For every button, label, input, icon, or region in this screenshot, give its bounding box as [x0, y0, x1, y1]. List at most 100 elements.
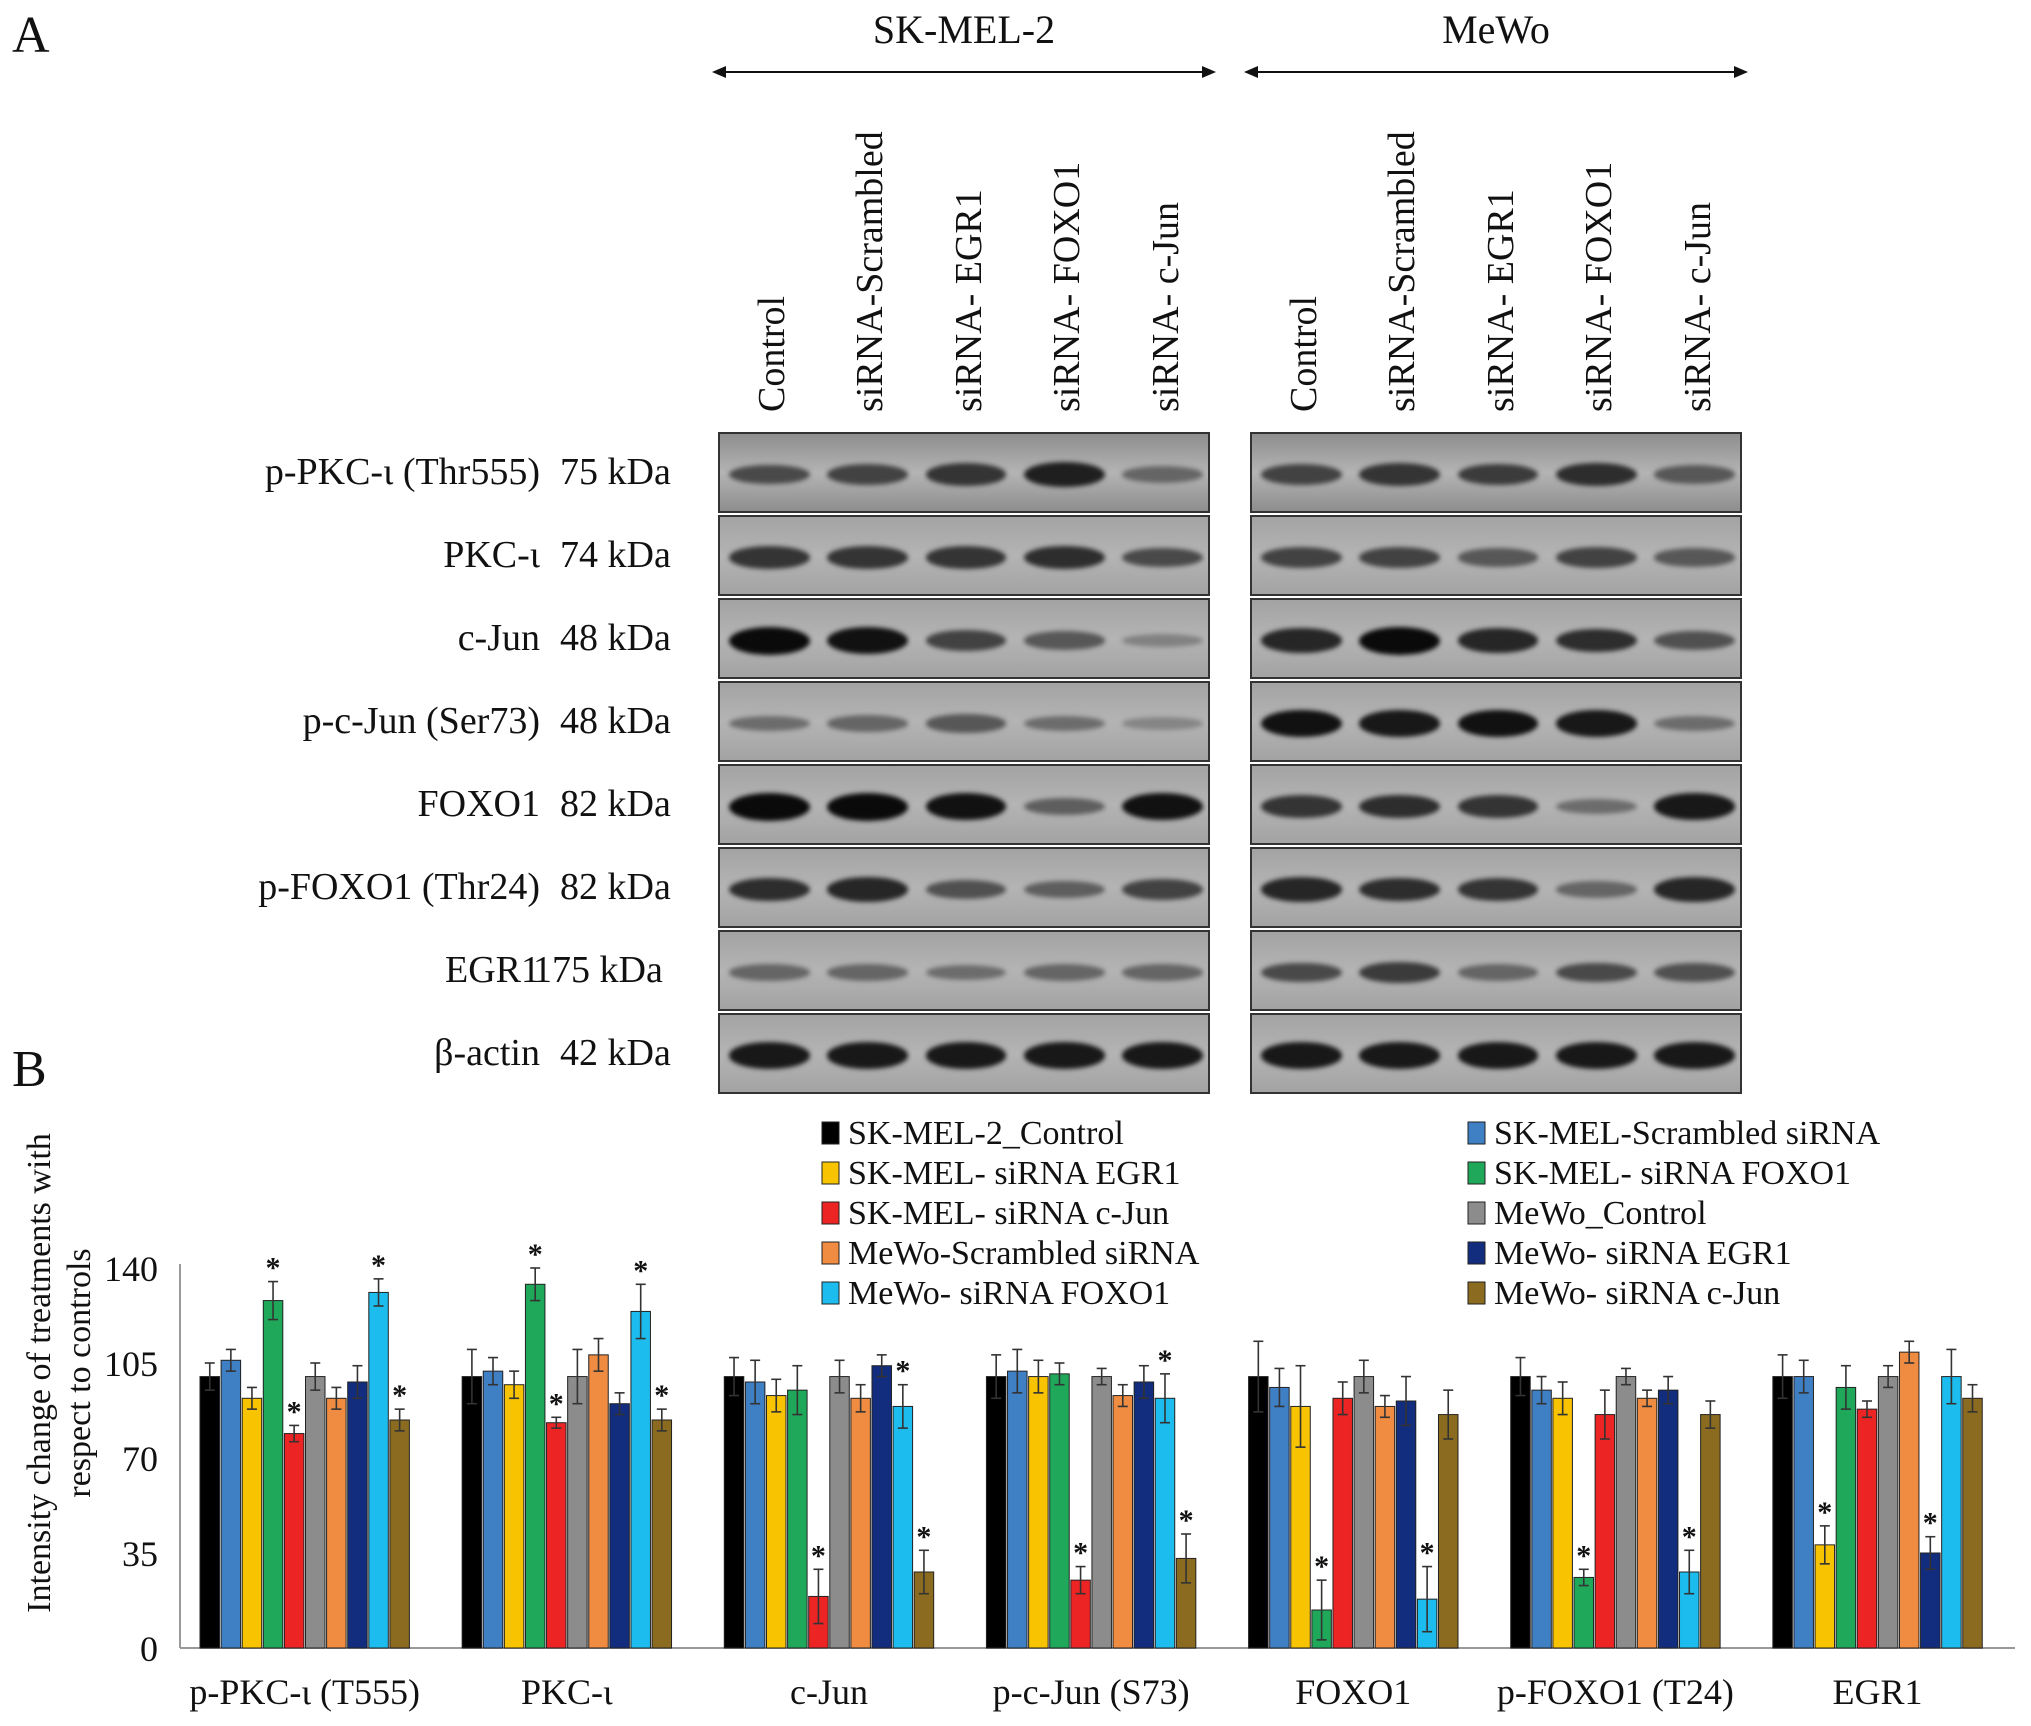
blot-band — [827, 546, 908, 569]
blot-band — [1024, 880, 1105, 899]
bar — [630, 1310, 651, 1649]
bar — [347, 1381, 368, 1649]
bar — [1112, 1395, 1134, 1649]
x-category-label: p-c-Jun (S73) — [993, 1672, 1190, 1712]
bar — [1437, 1414, 1459, 1649]
blot-kda: 48 kDa — [560, 700, 671, 742]
blot-kda: 74 kDa — [560, 534, 671, 576]
bar — [461, 1376, 483, 1649]
blot-band — [827, 1042, 908, 1069]
legend-entry: MeWo- siRNA EGR1 — [1494, 1235, 1792, 1272]
blot-band — [1260, 795, 1342, 818]
bar — [283, 1433, 305, 1649]
bar — [787, 1389, 808, 1649]
legend-entry: MeWo- siRNA c-Jun — [1494, 1275, 1780, 1312]
bar — [1636, 1397, 1658, 1649]
significance-marker: * — [916, 1520, 931, 1553]
blot-band — [1457, 795, 1539, 818]
legend-entry: SK-MEL- siRNA FOXO1 — [1494, 1155, 1851, 1192]
blot-band — [827, 464, 908, 485]
legend-entry: MeWo-Scrambled siRNA — [848, 1235, 1200, 1272]
blot-band — [1556, 628, 1637, 653]
bar — [1353, 1376, 1375, 1649]
blot-band — [1260, 547, 1342, 568]
blot-band — [1556, 710, 1637, 737]
blot-band — [1654, 877, 1736, 902]
bar — [1248, 1376, 1269, 1649]
y-tick-label: 70 — [122, 1439, 158, 1479]
y-tick-label: 105 — [104, 1344, 158, 1384]
bar — [305, 1376, 326, 1649]
y-tick-label: 35 — [122, 1534, 158, 1574]
blot-strip — [718, 1013, 1210, 1094]
bar — [850, 1397, 871, 1649]
blot-band — [728, 792, 810, 821]
significance-marker: * — [1682, 1520, 1697, 1553]
significance-marker: * — [654, 1379, 669, 1412]
significance-marker: * — [392, 1379, 407, 1412]
group-label-0: SK-MEL-2 — [872, 7, 1056, 52]
blot-band — [925, 630, 1007, 651]
blot-band — [827, 715, 908, 732]
legend-entry: SK-MEL- siRNA EGR1 — [848, 1155, 1180, 1192]
blot-band — [1457, 463, 1539, 486]
blot-strip — [1250, 930, 1742, 1011]
legend-swatch — [821, 1281, 840, 1305]
blot-band — [1556, 1042, 1637, 1069]
blot-strip — [718, 598, 1210, 679]
blot-band — [1457, 878, 1539, 901]
bar — [765, 1395, 787, 1649]
group-label-1: MeWo — [1442, 7, 1550, 52]
bar — [1028, 1376, 1049, 1649]
bar — [1793, 1376, 1814, 1649]
legend-entry: SK-MEL-2_Control — [848, 1115, 1124, 1152]
blot-band — [1359, 463, 1440, 486]
blot-band — [728, 626, 810, 655]
legend-entry: SK-MEL- siRNA c-Jun — [848, 1195, 1169, 1232]
bar — [1510, 1376, 1531, 1649]
bar — [524, 1283, 546, 1649]
x-category-label: c-Jun — [790, 1672, 868, 1712]
blot-kda: 82 kDa — [560, 783, 671, 825]
blot-band — [1024, 545, 1105, 570]
bar — [1531, 1389, 1552, 1649]
panel-a-label: A — [12, 7, 50, 64]
blot-protein-name: EGR1 — [445, 949, 540, 991]
blot-band — [1654, 963, 1736, 982]
blot-strip — [1250, 1013, 1742, 1094]
bar — [1573, 1576, 1595, 1649]
significance-marker: * — [371, 1249, 386, 1282]
blot-protein-name: p-c-Jun (Ser73) — [302, 700, 540, 742]
significance-marker: * — [1179, 1504, 1194, 1537]
blot-band — [1556, 798, 1637, 815]
blot-band — [827, 877, 908, 902]
bar — [1941, 1376, 1962, 1649]
x-category-label: p-FOXO1 (T24) — [1497, 1672, 1734, 1712]
blot-band — [1654, 1042, 1736, 1069]
blot-band — [1359, 626, 1440, 655]
blot-kda: 175 kDa — [533, 949, 663, 991]
blot-band — [1122, 547, 1204, 568]
bar — [1049, 1373, 1070, 1649]
bar — [588, 1354, 609, 1649]
blot-kda: 82 kDa — [560, 866, 671, 908]
blot-band — [925, 964, 1007, 981]
blot-strip — [718, 681, 1210, 762]
blot-band — [1457, 964, 1539, 981]
bar — [829, 1376, 850, 1649]
blot-band — [1024, 715, 1105, 732]
blot-band — [1260, 962, 1342, 983]
blot-band — [1359, 547, 1440, 568]
significance-marker: * — [1576, 1539, 1591, 1572]
bar — [1269, 1386, 1290, 1649]
blot-strip — [1250, 598, 1742, 679]
bar — [871, 1365, 892, 1649]
blot-strip — [718, 515, 1210, 596]
blot-band — [1122, 792, 1204, 821]
significance-marker: * — [895, 1355, 910, 1388]
bar — [985, 1376, 1007, 1649]
bar — [1374, 1405, 1396, 1649]
blot-band — [1122, 466, 1204, 483]
bar — [1091, 1376, 1112, 1649]
